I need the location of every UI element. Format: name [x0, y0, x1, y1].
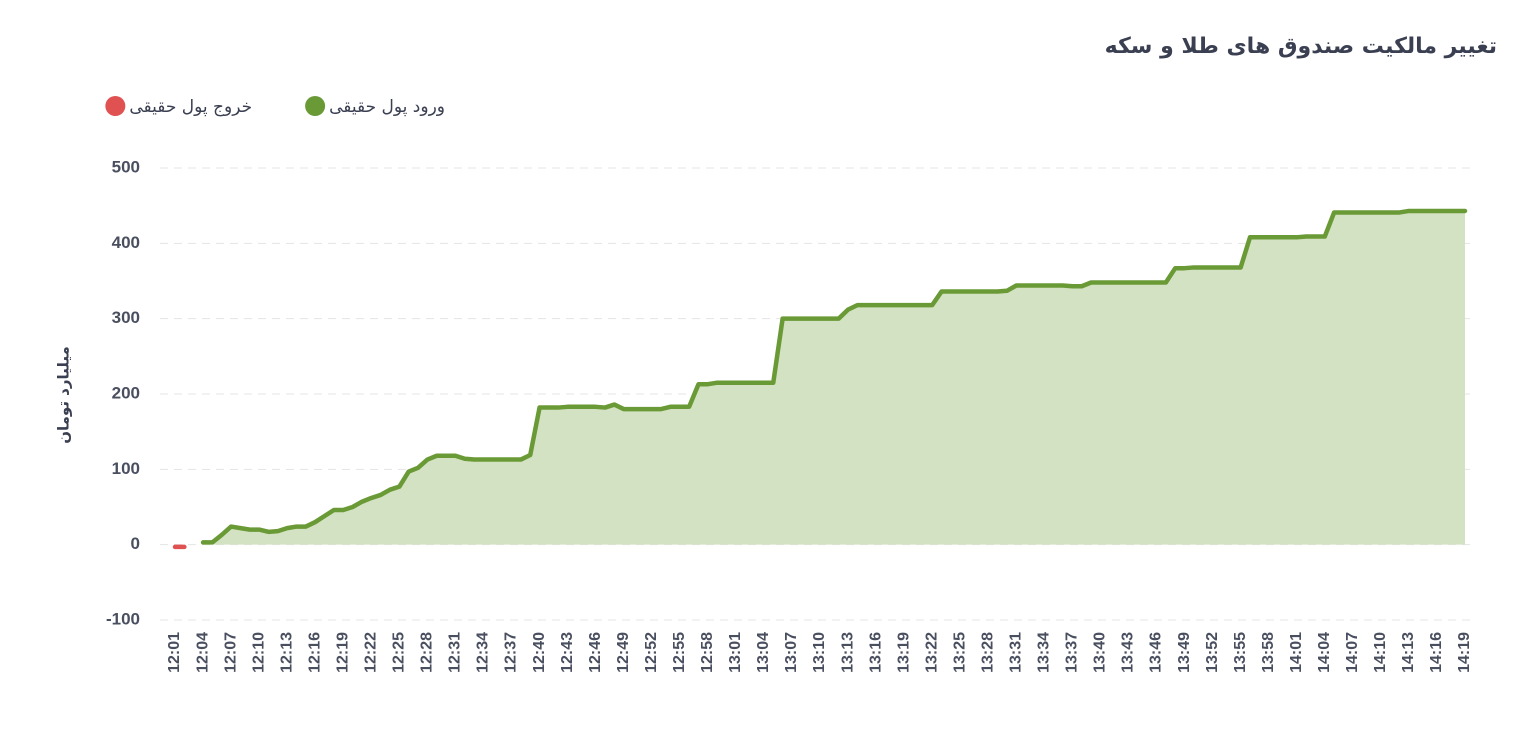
x-tick-label: 12:46 — [587, 632, 604, 673]
x-tick-label: 14:10 — [1372, 632, 1389, 673]
x-tick-label: 13:37 — [1064, 632, 1081, 673]
x-tick-label: 13:10 — [811, 632, 828, 673]
x-tick-label: 12:25 — [391, 632, 408, 673]
x-tick-label: 12:49 — [615, 632, 632, 673]
x-tick-label: 14:16 — [1428, 632, 1445, 673]
y-tick-label: 100 — [112, 459, 140, 478]
x-tick-label: 13:55 — [1232, 632, 1249, 673]
x-tick-label: 13:52 — [1204, 632, 1221, 673]
x-tick-label: 12:10 — [250, 632, 267, 673]
x-tick-label: 14:04 — [1316, 632, 1333, 673]
x-tick-label: 13:07 — [783, 632, 800, 673]
legend-label[interactable]: خروج پول حقیقی — [129, 97, 252, 117]
x-tick-label: 12:22 — [363, 632, 380, 673]
x-tick-label: 12:55 — [671, 632, 688, 673]
x-tick-label: 12:28 — [419, 632, 436, 673]
legend-label[interactable]: ورود پول حقیقی — [329, 97, 445, 117]
y-tick-label: 300 — [112, 308, 140, 327]
y-tick-label: 400 — [112, 233, 140, 252]
legend-marker[interactable] — [305, 96, 326, 116]
x-tick-label: 12:58 — [699, 632, 716, 673]
x-tick-label: 14:07 — [1344, 632, 1361, 673]
x-tick-label: 14:13 — [1400, 632, 1417, 673]
x-tick-label: 13:49 — [1176, 632, 1193, 673]
x-tick-label: 12:19 — [334, 632, 351, 673]
x-tick-label: 13:13 — [839, 632, 856, 673]
x-tick-label: 12:43 — [559, 632, 576, 673]
x-tick-label: 12:31 — [447, 632, 464, 673]
x-tick-label: 13:31 — [1008, 632, 1025, 673]
x-tick-label: 12:40 — [531, 632, 548, 673]
chart-title: تغییر مالکیت صندوق های طلا و سکه — [1105, 34, 1497, 59]
x-tick-label: 12:13 — [278, 632, 295, 673]
line — [200, 208, 1468, 545]
x-tick-label: 12:04 — [194, 632, 211, 673]
x-tick-label: 13:40 — [1092, 632, 1109, 673]
x-tick-label: 13:22 — [923, 632, 940, 673]
x-tick-label: 13:25 — [951, 632, 968, 673]
x-tick-label: 12:34 — [475, 632, 492, 673]
x-tick-label: 12:37 — [503, 632, 520, 673]
x-tick-label: 12:16 — [306, 632, 323, 673]
x-tick-label: 13:16 — [867, 632, 884, 673]
y-tick-label: 500 — [112, 157, 140, 176]
x-tick-label: 13:46 — [1148, 632, 1165, 673]
x-tick-label: 14:19 — [1456, 632, 1473, 673]
x-tick-label: 13:28 — [979, 632, 996, 673]
y-axis-label: میلیارد تومان — [55, 346, 73, 444]
x-tick-label: 12:07 — [222, 632, 239, 673]
x-tick-label: 13:43 — [1120, 632, 1137, 673]
x-tick-label: 13:04 — [755, 632, 772, 673]
x-tick-label: 13:58 — [1260, 632, 1277, 673]
x-tick-label: 13:19 — [895, 632, 912, 673]
y-tick-label: 200 — [112, 383, 140, 402]
legend-marker[interactable] — [105, 96, 126, 116]
x-tick-label: 14:01 — [1288, 632, 1305, 673]
x-tick-label: 13:34 — [1036, 632, 1053, 673]
area — [203, 210, 1466, 545]
y-tick-label: -100 — [106, 609, 140, 628]
y-tick-label: 0 — [131, 534, 140, 553]
x-tick-label: 12:52 — [643, 632, 660, 673]
x-tick-label: 12:01 — [166, 632, 183, 673]
x-tick-label: 13:01 — [727, 632, 744, 673]
